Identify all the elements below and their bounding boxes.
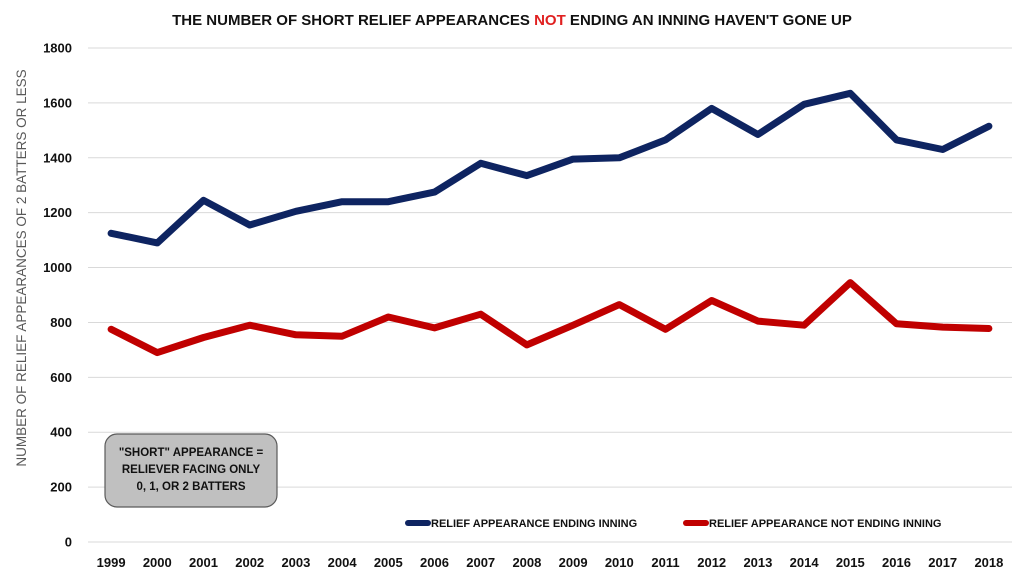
chart-title-accent: NOT — [534, 12, 566, 29]
y-tick-label-1000: 1000 — [43, 260, 72, 275]
x-tick-label-2009: 2009 — [559, 555, 588, 570]
x-tick-label-2016: 2016 — [882, 555, 911, 570]
chart-title: THE NUMBER OF SHORT RELIEF APPEARANCES N… — [172, 12, 852, 29]
legend-label-not-ending: RELIEF APPEARANCE NOT ENDING INNING — [709, 518, 941, 530]
y-tick-label-1800: 1800 — [43, 41, 72, 56]
y-tick-label-0: 0 — [65, 535, 72, 550]
x-tick-label-2006: 2006 — [420, 555, 449, 570]
x-tick-label-2014: 2014 — [790, 555, 820, 570]
annotation-line-3: 0, 1, OR 2 BATTERS — [136, 481, 245, 493]
series-line-ending-inning — [107, 89, 993, 247]
y-tick-labels: 0 200 400 600 800 1000 1200 1400 1600 1800 — [43, 41, 72, 550]
x-tick-label-2017: 2017 — [928, 555, 957, 570]
annotation-box: "SHORT" APPEARANCE = RELIEVER FACING ONL… — [104, 433, 278, 508]
x-tick-label-2000: 2000 — [143, 555, 172, 570]
x-tick-label-2015: 2015 — [836, 555, 865, 570]
x-tick-label-2010: 2010 — [605, 555, 634, 570]
annotation-line-1: "SHORT" APPEARANCE = — [119, 447, 264, 459]
x-tick-label-2008: 2008 — [512, 555, 541, 570]
x-tick-label-2012: 2012 — [697, 555, 726, 570]
x-tick-labels: 1999 2000 2001 2002 2003 2004 2005 2006 2007 2008… — [97, 555, 1004, 570]
y-tick-label-600: 600 — [50, 370, 72, 385]
y-tick-label-800: 800 — [50, 315, 72, 330]
series-line-not-ending-inning — [107, 279, 993, 357]
y-axis-label: NUMBER OF RELIEF APPEARANCES OF 2 BATTER… — [14, 69, 29, 466]
x-tick-label-2013: 2013 — [743, 555, 772, 570]
chart-title-part-1: THE NUMBER OF SHORT RELIEF APPEARANCES — [172, 12, 534, 29]
series-lines — [107, 89, 993, 357]
x-tick-label-2001: 2001 — [189, 555, 218, 570]
x-tick-label-1999: 1999 — [97, 555, 126, 570]
x-tick-label-2003: 2003 — [281, 555, 310, 570]
legend-label-ending: RELIEF APPEARANCE ENDING INNING — [431, 518, 637, 530]
x-tick-label-2011: 2011 — [651, 555, 679, 570]
x-tick-label-2004: 2004 — [328, 555, 358, 570]
annotation-line-2: RELIEVER FACING ONLY — [122, 464, 261, 476]
x-tick-label-2007: 2007 — [466, 555, 495, 570]
chart-title-part-3: ENDING AN INNING HAVEN'T GONE UP — [566, 12, 852, 29]
y-tick-label-400: 400 — [50, 425, 72, 440]
y-tick-label-200: 200 — [50, 480, 72, 495]
annotation-background — [104, 433, 278, 508]
y-tick-label-1200: 1200 — [43, 205, 72, 220]
x-tick-label-2018: 2018 — [974, 555, 1003, 570]
legend: RELIEF APPEARANCE ENDING INNING RELIEF A… — [405, 518, 941, 530]
x-tick-label-2005: 2005 — [374, 555, 403, 570]
y-tick-label-1600: 1600 — [43, 95, 72, 110]
x-tick-label-2002: 2002 — [235, 555, 264, 570]
y-tick-label-1400: 1400 — [43, 150, 72, 165]
